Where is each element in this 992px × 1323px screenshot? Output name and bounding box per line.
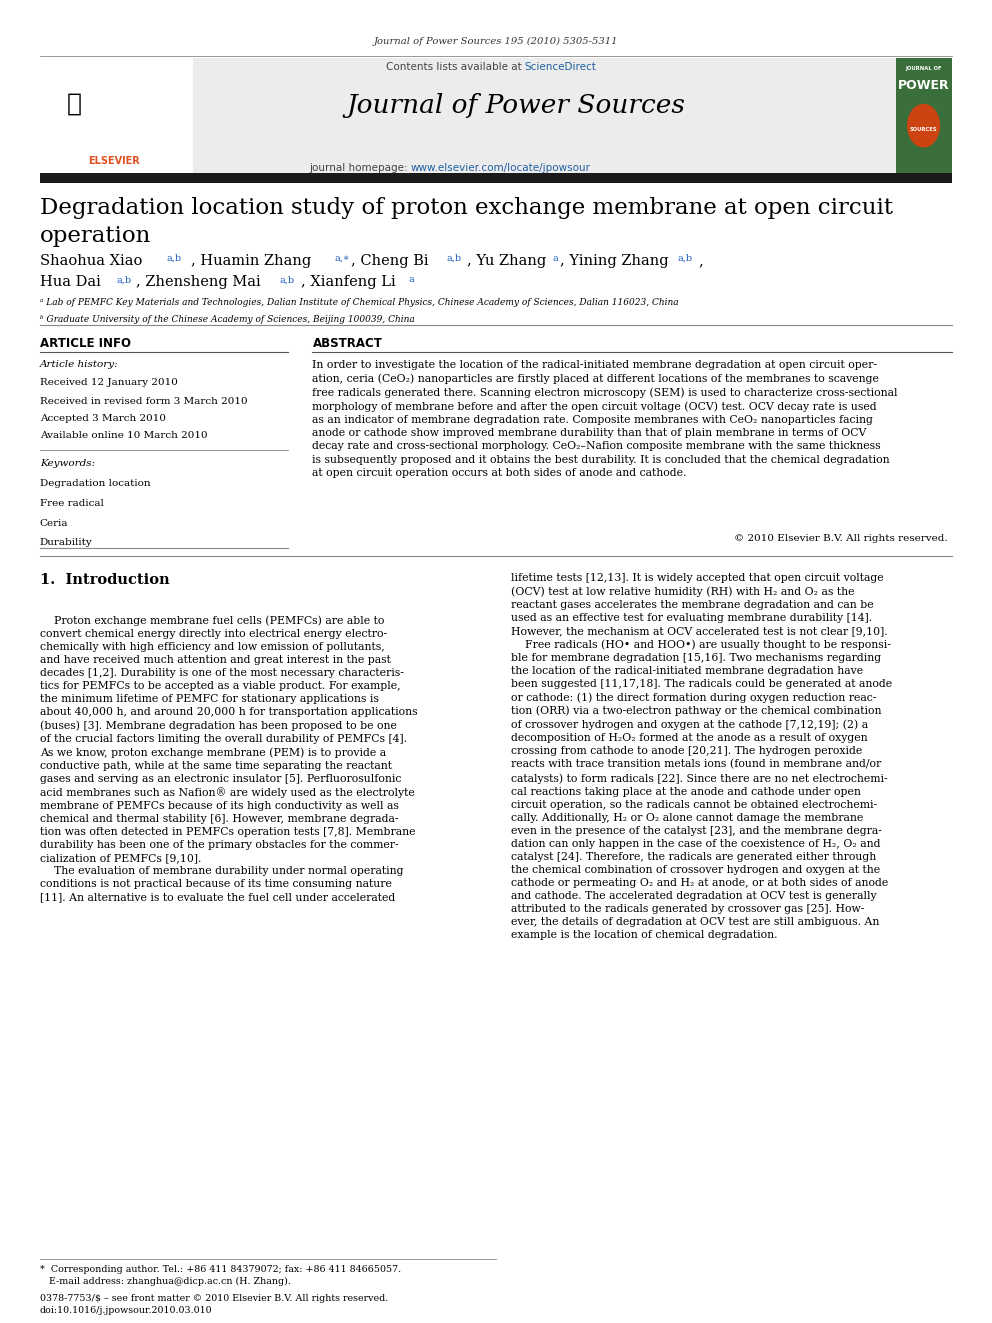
Text: a,b: a,b: [446, 254, 461, 263]
Text: Journal of Power Sources 195 (2010) 5305-5311: Journal of Power Sources 195 (2010) 5305…: [374, 37, 618, 46]
Text: Proton exchange membrane fuel cells (PEMFCs) are able to
convert chemical energy: Proton exchange membrane fuel cells (PEM…: [40, 615, 418, 902]
Text: Free radical: Free radical: [40, 499, 103, 508]
Text: ᵇ Graduate University of the Chinese Academy of Sciences, Beijing 100039, China: ᵇ Graduate University of the Chinese Aca…: [40, 315, 415, 324]
Text: *  Corresponding author. Tel.: +86 411 84379072; fax: +86 411 84665057.
   E-mai: * Corresponding author. Tel.: +86 411 84…: [40, 1265, 401, 1286]
Text: ELSEVIER: ELSEVIER: [88, 156, 140, 167]
Text: Keywords:: Keywords:: [40, 459, 95, 468]
Text: , Huamin Zhang: , Huamin Zhang: [191, 254, 311, 269]
Text: 🌳: 🌳: [66, 91, 82, 115]
FancyBboxPatch shape: [40, 58, 193, 175]
Text: a,b: a,b: [678, 254, 692, 263]
Text: , Zhensheng Mai: , Zhensheng Mai: [136, 275, 261, 290]
Text: a,∗: a,∗: [334, 254, 350, 263]
Text: Degradation location study of proton exchange membrane at open circuit: Degradation location study of proton exc…: [40, 197, 893, 220]
Text: Available online 10 March 2010: Available online 10 March 2010: [40, 431, 207, 441]
Text: ABSTRACT: ABSTRACT: [312, 337, 382, 351]
Text: , Yining Zhang: , Yining Zhang: [560, 254, 670, 269]
Text: , Cheng Bi: , Cheng Bi: [351, 254, 429, 269]
Text: SOURCES: SOURCES: [910, 127, 937, 132]
Circle shape: [908, 105, 939, 147]
Text: ScienceDirect: ScienceDirect: [525, 62, 596, 73]
Text: Article history:: Article history:: [40, 360, 118, 369]
Text: Received 12 January 2010: Received 12 January 2010: [40, 378, 178, 388]
Text: journal homepage:: journal homepage:: [309, 163, 411, 173]
Text: , Xianfeng Li: , Xianfeng Li: [301, 275, 396, 290]
Text: Contents lists available at: Contents lists available at: [386, 62, 525, 73]
Text: Accepted 3 March 2010: Accepted 3 March 2010: [40, 414, 166, 423]
Text: ARTICLE INFO: ARTICLE INFO: [40, 337, 131, 351]
Text: a,b: a,b: [116, 275, 131, 284]
Text: operation: operation: [40, 225, 151, 247]
Text: Ceria: Ceria: [40, 519, 68, 528]
Text: lifetime tests [12,13]. It is widely accepted that open circuit voltage
(OCV) te: lifetime tests [12,13]. It is widely acc…: [511, 573, 892, 941]
Text: © 2010 Elsevier B.V. All rights reserved.: © 2010 Elsevier B.V. All rights reserved…: [734, 534, 947, 544]
Text: Received in revised form 3 March 2010: Received in revised form 3 March 2010: [40, 397, 247, 406]
Text: Hua Dai: Hua Dai: [40, 275, 100, 290]
FancyBboxPatch shape: [896, 58, 952, 175]
Text: In order to investigate the location of the radical-initiated membrane degradati: In order to investigate the location of …: [312, 360, 898, 478]
Text: www.elsevier.com/locate/jpowsour: www.elsevier.com/locate/jpowsour: [411, 163, 590, 173]
Text: Journal of Power Sources: Journal of Power Sources: [346, 93, 685, 118]
Text: a: a: [553, 254, 558, 263]
FancyBboxPatch shape: [40, 58, 896, 175]
Text: Durability: Durability: [40, 538, 92, 548]
Text: Degradation location: Degradation location: [40, 479, 151, 488]
Text: ᵃ Lab of PEMFC Key Materials and Technologies, Dalian Institute of Chemical Phys: ᵃ Lab of PEMFC Key Materials and Technol…: [40, 298, 679, 307]
Text: JOURNAL OF: JOURNAL OF: [906, 66, 941, 71]
Text: a,b: a,b: [167, 254, 182, 263]
Text: ,: ,: [698, 254, 703, 269]
Text: 1.  Introduction: 1. Introduction: [40, 573, 170, 587]
Text: a: a: [409, 275, 415, 284]
Text: 0378-7753/$ – see front matter © 2010 Elsevier B.V. All rights reserved.
doi:10.: 0378-7753/$ – see front matter © 2010 El…: [40, 1294, 388, 1315]
Text: POWER: POWER: [898, 79, 949, 93]
Text: Shaohua Xiao: Shaohua Xiao: [40, 254, 142, 269]
FancyBboxPatch shape: [40, 173, 952, 183]
Text: , Yu Zhang: , Yu Zhang: [467, 254, 547, 269]
Text: a,b: a,b: [280, 275, 295, 284]
